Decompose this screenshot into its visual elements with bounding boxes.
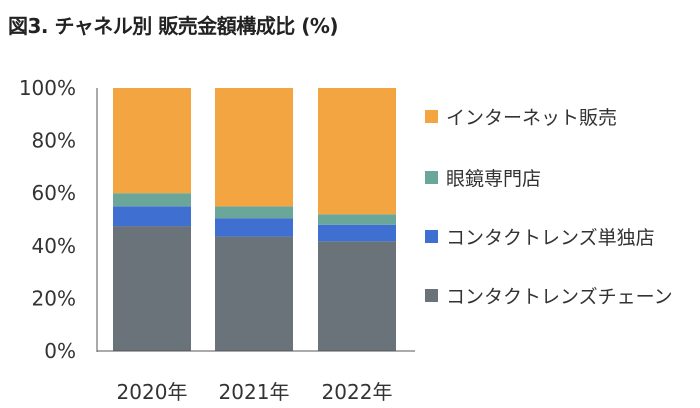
bar-segment	[215, 218, 293, 237]
y-tick-label: 80%	[32, 129, 76, 153]
legend-swatch	[425, 171, 438, 184]
bar-segment	[113, 226, 191, 351]
bar-segment	[318, 214, 396, 225]
bar-segment	[318, 241, 396, 351]
legend-label: インターネット販売	[446, 107, 617, 129]
bar-segment	[318, 88, 396, 215]
y-tick-label: 20%	[32, 286, 76, 310]
legend-label: コンタクトレンズ単独店	[446, 227, 655, 249]
bar-segment	[113, 193, 191, 207]
bar-segment	[318, 224, 396, 242]
x-category-label: 2021年	[219, 380, 290, 404]
x-category-label: 2022年	[322, 380, 393, 404]
legend-swatch	[425, 230, 438, 243]
legend-swatch	[425, 289, 438, 302]
legend-label: 眼鏡専門店	[446, 168, 541, 190]
y-tick-label: 60%	[32, 181, 76, 205]
x-category-label: 2020年	[117, 380, 188, 404]
bar-segment	[215, 236, 293, 351]
bar-segment	[215, 88, 293, 207]
legend-swatch	[425, 110, 438, 123]
chart-title: 図3. チャネル別 販売金額構成比 (%)	[8, 14, 339, 38]
bar-segment	[113, 88, 191, 194]
y-tick-label: 40%	[32, 234, 76, 258]
y-tick-label: 0%	[44, 339, 76, 363]
bar-segment	[113, 206, 191, 227]
bar-segment	[215, 206, 293, 219]
y-tick-label: 100%	[19, 76, 76, 100]
legend-label: コンタクトレンズチェーン	[446, 286, 673, 308]
